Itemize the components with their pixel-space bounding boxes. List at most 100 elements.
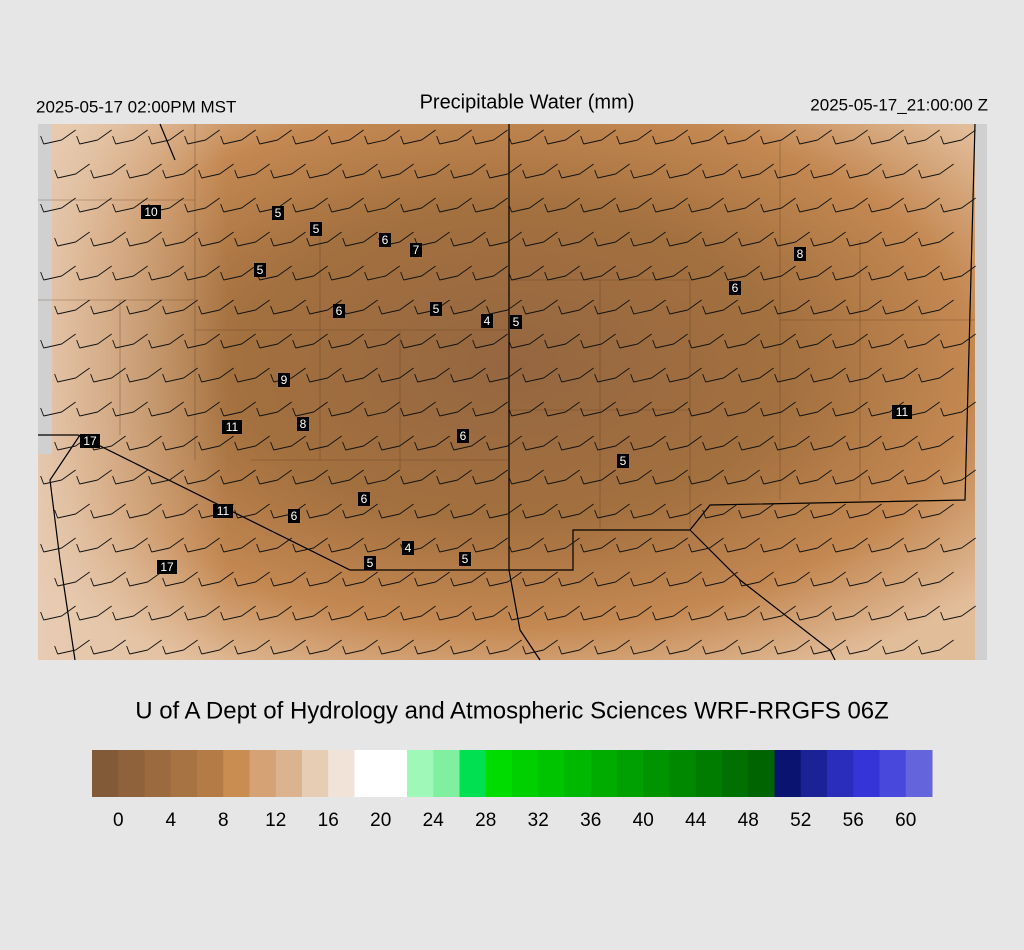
colorbar-box — [170, 750, 198, 797]
wind-barb — [832, 469, 868, 485]
wind-barb — [234, 231, 270, 247]
wind-barb — [688, 333, 724, 349]
wind-barb — [220, 265, 256, 281]
wind-barb — [882, 163, 918, 179]
wind-barb — [184, 537, 220, 553]
wind-barb — [616, 129, 652, 145]
station-label-bg — [222, 420, 242, 434]
wind-barb — [76, 469, 112, 485]
wind-barb — [868, 333, 904, 349]
wind-barb — [342, 367, 378, 383]
wind-barb — [364, 537, 400, 553]
station-label-bg — [510, 315, 522, 329]
station-value: 11 — [896, 405, 909, 419]
station-value: 5 — [433, 302, 440, 316]
wind-barb — [378, 435, 414, 451]
wind-barb — [508, 197, 544, 213]
wind-barb — [486, 639, 522, 655]
colorbar-box — [538, 750, 565, 797]
wind-barb — [774, 503, 810, 519]
wind-barb — [450, 435, 486, 451]
map-edge — [975, 124, 987, 660]
station-label-bg — [364, 556, 376, 570]
wind-barb — [292, 197, 328, 213]
wind-barb — [774, 639, 810, 655]
colorbar-box — [249, 750, 277, 797]
wind-barb — [414, 367, 450, 383]
colorbar-tick-label: 40 — [633, 810, 654, 831]
map: 10 5 5 6 7 5 6 5 4 5 8 6 9 11 8 6 11 5 17 11 6 6 4 5 5 17 — [38, 123, 987, 661]
wind-barb — [544, 469, 580, 485]
wind-barb — [54, 639, 90, 655]
wind-barb — [760, 129, 796, 145]
wind-barb — [328, 469, 364, 485]
wind-barb — [594, 435, 630, 451]
colorbar-tick-label: 52 — [790, 810, 811, 831]
wind-barb — [436, 469, 472, 485]
wind-barb — [630, 163, 666, 179]
wind-barb — [522, 435, 558, 451]
wind-barb — [148, 265, 184, 281]
wind-barb — [846, 367, 882, 383]
station-label-bg — [80, 434, 100, 448]
wind-barb — [400, 401, 436, 417]
wind-barb — [342, 163, 378, 179]
wind-barb — [846, 163, 882, 179]
wind-barb — [652, 469, 688, 485]
wind-barb — [738, 299, 774, 315]
wind-barb — [688, 401, 724, 417]
wind-barb — [594, 163, 630, 179]
wind-barb — [162, 435, 198, 451]
station-label-bg — [892, 405, 912, 419]
wind-barb — [148, 537, 184, 553]
wind-barb — [112, 333, 148, 349]
colorbar-tick-label: 36 — [580, 810, 601, 831]
wind-barb — [400, 333, 436, 349]
wind-barb — [904, 605, 940, 621]
wind-barb — [652, 333, 688, 349]
station-value: 17 — [83, 434, 97, 448]
station-value: 6 — [732, 281, 739, 295]
wind-barb — [378, 163, 414, 179]
station-label-bg — [213, 504, 233, 518]
wind-barb — [76, 537, 112, 553]
station-label-bg — [794, 247, 806, 261]
wind-barb — [90, 163, 126, 179]
wind-barb — [40, 469, 76, 485]
wind-barb — [810, 367, 846, 383]
wind-barb — [112, 197, 148, 213]
wind-barb — [702, 503, 738, 519]
wind-barb — [270, 639, 306, 655]
station-value: 5 — [513, 315, 520, 329]
wind-barb — [868, 469, 904, 485]
wind-barb — [940, 129, 976, 145]
wind-barb — [796, 265, 832, 281]
wind-barb — [472, 197, 508, 213]
wind-barb — [940, 605, 976, 621]
wind-barb — [292, 265, 328, 281]
wind-barb — [522, 503, 558, 519]
wind-barb — [594, 231, 630, 247]
station-value: 11 — [226, 420, 239, 434]
wind-barb — [702, 639, 738, 655]
wind-barb — [270, 299, 306, 315]
wind-barb — [882, 299, 918, 315]
station-label-bg — [402, 541, 414, 555]
wind-barb — [270, 231, 306, 247]
wind-barb — [256, 333, 292, 349]
wind-barb — [162, 367, 198, 383]
colorbar-box — [827, 750, 854, 797]
wind-barb — [724, 197, 760, 213]
wind-barb — [630, 367, 666, 383]
valid-time-local: 2025-05-17 02:00PM MST — [36, 97, 236, 116]
wind-barb — [688, 605, 724, 621]
wind-barb — [270, 571, 306, 587]
wind-barb — [292, 469, 328, 485]
station-label-bg — [254, 263, 266, 277]
station-value: 8 — [797, 247, 804, 261]
wind-barb — [198, 299, 234, 315]
station-value: 11 — [217, 504, 230, 518]
wind-barb — [868, 265, 904, 281]
wind-barb — [774, 163, 810, 179]
